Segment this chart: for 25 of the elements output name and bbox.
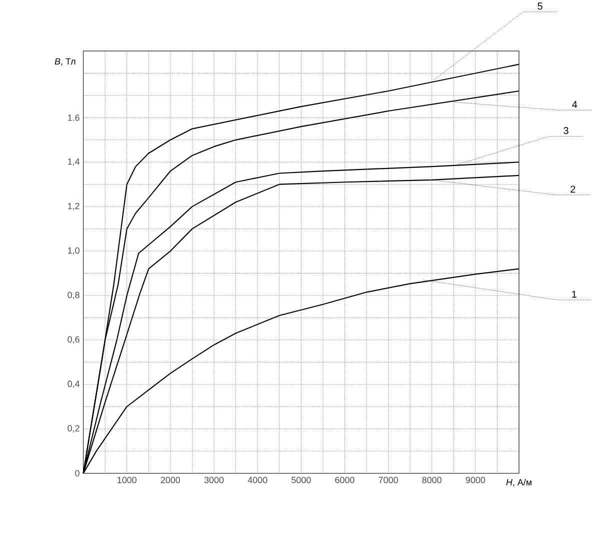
y-tick-label: 0,8 [68, 292, 80, 300]
annotation: 5 [538, 2, 542, 10]
y-tick-label: 1,2 [68, 202, 80, 210]
y-tick-label: 0,2 [68, 425, 80, 433]
x-tick-label: 8000 [422, 476, 442, 484]
y-tick-label: 1,4 [68, 158, 80, 166]
x-tick-label: 1000 [118, 476, 136, 484]
x-tick-label: 2000 [160, 476, 180, 484]
x-tick-label: 5000 [292, 476, 311, 484]
x-tick-label: 3000 [204, 476, 224, 484]
x-tick-label: 9000 [466, 476, 486, 484]
y-tick-label: 1,0 [68, 247, 80, 255]
x-axis-title: H, А/м [506, 478, 532, 486]
x-tick-label: 4000 [248, 476, 268, 484]
annotation: 1 [572, 290, 576, 298]
annotation: 2 [570, 186, 576, 193]
y-tick-label: 1.6 [68, 114, 80, 121]
x-tick-label: 6000 [335, 476, 354, 484]
y-axis-title: B, Тл [54, 58, 76, 66]
x-tick-label: 7000 [378, 476, 398, 484]
y-tick-label: 0,6 [68, 336, 80, 344]
y-tick-label: 0 [75, 470, 80, 476]
y-tick-label: 0,4 [68, 380, 80, 388]
annotation: 4 [572, 101, 578, 108]
annotation: 3 [564, 127, 568, 134]
